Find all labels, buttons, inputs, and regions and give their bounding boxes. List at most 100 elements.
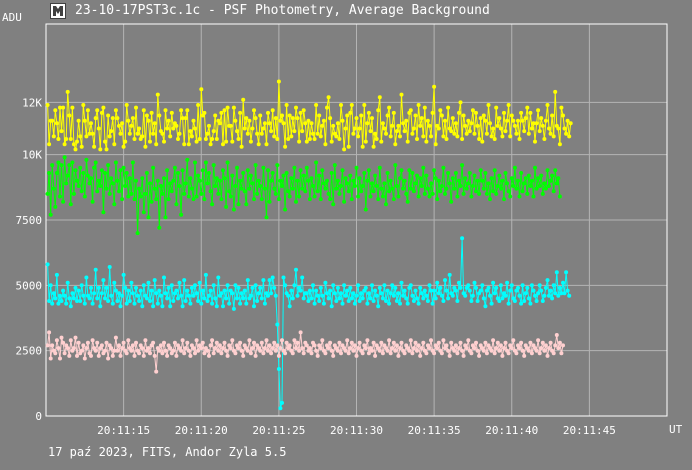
data-point	[149, 110, 154, 115]
data-point	[309, 296, 314, 301]
data-point	[50, 118, 55, 123]
data-point	[517, 194, 522, 199]
data-point	[418, 285, 423, 290]
data-point	[140, 176, 145, 181]
data-point	[61, 105, 66, 110]
data-point	[143, 144, 148, 149]
data-point	[446, 296, 451, 301]
data-point	[179, 293, 184, 298]
data-point	[76, 340, 81, 345]
data-point	[301, 108, 306, 113]
data-point	[323, 351, 328, 356]
data-point	[47, 299, 52, 303]
data-point	[117, 189, 121, 194]
data-point	[47, 171, 52, 175]
data-point	[438, 189, 443, 194]
data-point	[337, 191, 342, 196]
data-point	[339, 291, 343, 296]
data-point	[503, 171, 508, 175]
data-point	[567, 293, 572, 298]
data-point	[216, 348, 221, 353]
data-point	[239, 186, 244, 191]
data-point	[275, 322, 280, 327]
data-point	[477, 353, 482, 358]
data-point	[401, 121, 406, 126]
data-point	[68, 137, 73, 141]
data-point	[101, 105, 106, 110]
data-point	[203, 137, 208, 141]
data-point	[508, 194, 513, 199]
data-point	[148, 139, 152, 144]
data-point	[87, 131, 92, 136]
data-point	[130, 291, 135, 296]
x-tick-label: 20:11:35	[408, 424, 461, 437]
data-point	[283, 144, 288, 149]
data-point	[261, 165, 266, 170]
data-point	[398, 134, 402, 139]
data-point	[272, 285, 277, 290]
data-point	[365, 178, 370, 183]
data-point	[424, 173, 429, 178]
data-point	[320, 123, 325, 128]
data-point	[511, 184, 516, 188]
data-point	[320, 338, 325, 343]
data-point	[197, 137, 202, 141]
data-point	[517, 293, 522, 298]
data-point	[463, 176, 468, 181]
data-point	[387, 338, 392, 343]
data-point	[354, 165, 359, 170]
data-point	[165, 296, 170, 301]
data-point	[185, 157, 190, 162]
data-point	[140, 346, 145, 351]
data-point	[429, 338, 433, 343]
data-point	[235, 129, 239, 134]
data-point	[183, 116, 188, 121]
data-point	[531, 288, 536, 293]
data-point	[58, 105, 62, 110]
data-point	[236, 137, 241, 141]
data-point	[84, 134, 89, 139]
data-point	[138, 194, 143, 199]
data-point	[543, 285, 548, 290]
data-point	[315, 131, 320, 136]
data-point	[194, 291, 199, 296]
data-point	[540, 123, 545, 128]
data-point	[48, 283, 53, 288]
chart-title: 23-10-17PST3c.1c - PSF Photometry, Avera…	[75, 3, 490, 18]
data-point	[394, 299, 399, 303]
data-point	[331, 283, 336, 288]
data-point	[75, 139, 79, 144]
data-point	[542, 293, 547, 298]
data-point	[203, 160, 208, 165]
data-point	[141, 108, 146, 113]
data-point	[429, 288, 433, 293]
data-point	[188, 301, 193, 306]
data-point	[99, 110, 104, 115]
data-point	[528, 301, 533, 306]
data-point	[520, 283, 525, 288]
data-point	[194, 194, 199, 199]
data-point	[200, 168, 205, 173]
data-point	[45, 262, 50, 267]
data-point	[194, 338, 199, 343]
data-point	[427, 194, 432, 199]
data-point	[154, 369, 159, 374]
data-point	[390, 186, 395, 191]
data-point	[404, 118, 409, 123]
data-point	[526, 296, 531, 301]
data-point	[390, 283, 395, 288]
data-point	[421, 134, 426, 139]
data-point	[110, 181, 115, 186]
data-point	[70, 291, 75, 296]
data-point	[103, 139, 107, 144]
data-point	[447, 353, 452, 358]
data-point	[211, 163, 216, 168]
series-points	[45, 79, 573, 152]
data-point	[447, 272, 452, 277]
data-point	[289, 134, 294, 139]
data-point	[56, 137, 61, 141]
data-point	[368, 296, 373, 301]
data-point	[273, 293, 278, 298]
data-point	[444, 137, 449, 141]
